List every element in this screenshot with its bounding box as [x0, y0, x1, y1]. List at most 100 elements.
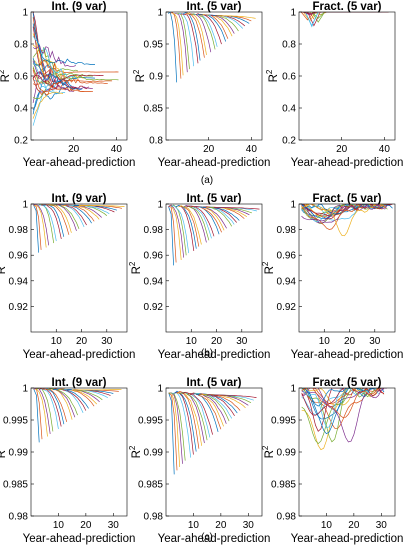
series-line	[33, 388, 40, 443]
y-tick-label: 0.94	[277, 276, 297, 287]
x-axis-label: Year-ahead-prediction	[291, 157, 404, 169]
series-line	[183, 205, 207, 243]
series-line	[173, 390, 197, 452]
x-tick-label: 20	[336, 144, 348, 155]
plot-area	[166, 204, 262, 332]
y-tick-label: 0.96	[277, 251, 297, 262]
series-line	[301, 388, 385, 430]
series-line	[167, 12, 178, 83]
x-tick-label: 30	[243, 520, 255, 531]
chart-9: 0.98 0.985 0.99 0.995 1 10 20 30 Fract. (5 var) Y…	[261, 377, 403, 545]
row-caption: (a)	[201, 175, 213, 186]
series-line	[170, 204, 187, 256]
series-line	[32, 77, 74, 93]
x-tick-label: 20	[203, 144, 215, 155]
series-line	[32, 44, 76, 68]
x-tick-label: 20	[348, 520, 360, 531]
series-line	[176, 391, 200, 449]
x-axis-label: Year-ahead-prediction	[158, 533, 271, 545]
row-caption: (c)	[201, 532, 213, 543]
x-axis-label: Year-ahead-prediction	[158, 349, 271, 361]
series-line	[32, 69, 91, 93]
series-line	[47, 388, 78, 416]
y-tick-label: 1	[290, 384, 296, 395]
chart-title: Int. (5 var)	[187, 377, 242, 389]
y-tick-label: 1	[157, 8, 163, 19]
y-tick-label: 0.2	[282, 136, 296, 147]
chart-8: 0.98 0.985 0.99 0.995 1 10 20 30 Int. (5 var) Yea…	[128, 377, 270, 545]
y-tick-label: 0.98	[277, 225, 297, 236]
series-line	[186, 205, 215, 237]
y-tick-label: 0.985	[138, 480, 163, 491]
chart-7: 0.98 0.985 0.99 0.995 1 10 20 30 Int. (9 var) Yea…	[0, 377, 135, 545]
x-axis-label: Year-ahead-prediction	[23, 349, 136, 361]
series-line	[32, 47, 119, 81]
series-line	[301, 204, 386, 237]
series-line	[32, 68, 45, 103]
y-tick-label: 0.985	[271, 480, 296, 491]
x-tick-label: 10	[321, 520, 333, 531]
series-line	[301, 388, 384, 451]
series-line	[197, 13, 227, 42]
y-tick-label: 0.995	[3, 416, 28, 427]
y-axis-label: R2	[132, 69, 147, 82]
series-line	[301, 12, 327, 15]
series-line	[168, 206, 177, 263]
series-line	[301, 388, 387, 432]
y-axis-label: R2	[128, 261, 143, 274]
y-tick-label: 0.995	[138, 416, 163, 427]
x-tick-label: 30	[236, 336, 248, 347]
y-tick-label: 0.94	[144, 276, 164, 287]
series-line	[78, 205, 125, 207]
x-tick-label: 20	[211, 336, 223, 347]
chart-title: Int. (9 var)	[52, 1, 107, 13]
series-line	[301, 204, 380, 222]
y-tick-label: 0.985	[3, 480, 28, 491]
x-tick-label: 30	[108, 520, 120, 531]
y-axis-label: R2	[265, 69, 280, 82]
y-axis-label: R2	[261, 445, 276, 458]
y-tick-label: 0.98	[9, 512, 29, 523]
series-line	[33, 388, 48, 437]
series-line	[193, 393, 233, 419]
series-line	[38, 204, 55, 244]
chart-title: Int. (9 var)	[52, 377, 107, 389]
series-line	[32, 88, 47, 99]
series-line	[180, 13, 199, 64]
series-line	[33, 204, 39, 253]
x-tick-label: 30	[376, 520, 388, 531]
axes-box	[30, 203, 128, 333]
plot-area	[299, 12, 395, 140]
series-line	[172, 13, 184, 76]
series-line	[32, 44, 53, 89]
chart-title: Fract. (5 var)	[312, 1, 381, 13]
series-line	[301, 388, 385, 435]
series-line	[32, 26, 62, 89]
y-axis-label: R2	[0, 261, 8, 274]
x-tick-label: 20	[68, 144, 80, 155]
y-tick-label: 0.6	[282, 72, 296, 83]
plot-area	[166, 388, 262, 516]
series-line	[175, 205, 197, 249]
x-axis-label: Year-ahead-prediction	[23, 157, 136, 169]
y-tick-label: 0.99	[9, 448, 29, 459]
series-line	[48, 204, 72, 233]
y-tick-label: 0.92	[144, 302, 164, 313]
y-tick-label: 0.99	[144, 448, 164, 459]
series-line	[301, 388, 384, 405]
y-tick-label: 0.85	[144, 104, 164, 115]
series-line	[174, 391, 194, 455]
series-line	[168, 392, 178, 471]
series-line	[52, 388, 89, 409]
series-line	[182, 392, 211, 438]
series-line	[32, 87, 66, 115]
plot-area	[31, 388, 127, 516]
y-tick-label: 1	[157, 200, 163, 211]
series-line	[301, 204, 383, 220]
y-tick-label: 1	[22, 200, 28, 211]
x-tick-label: 30	[101, 336, 113, 347]
series-line	[301, 12, 315, 20]
series-line	[72, 388, 122, 391]
y-tick-label: 0.92	[277, 302, 297, 313]
series-line	[182, 391, 213, 435]
